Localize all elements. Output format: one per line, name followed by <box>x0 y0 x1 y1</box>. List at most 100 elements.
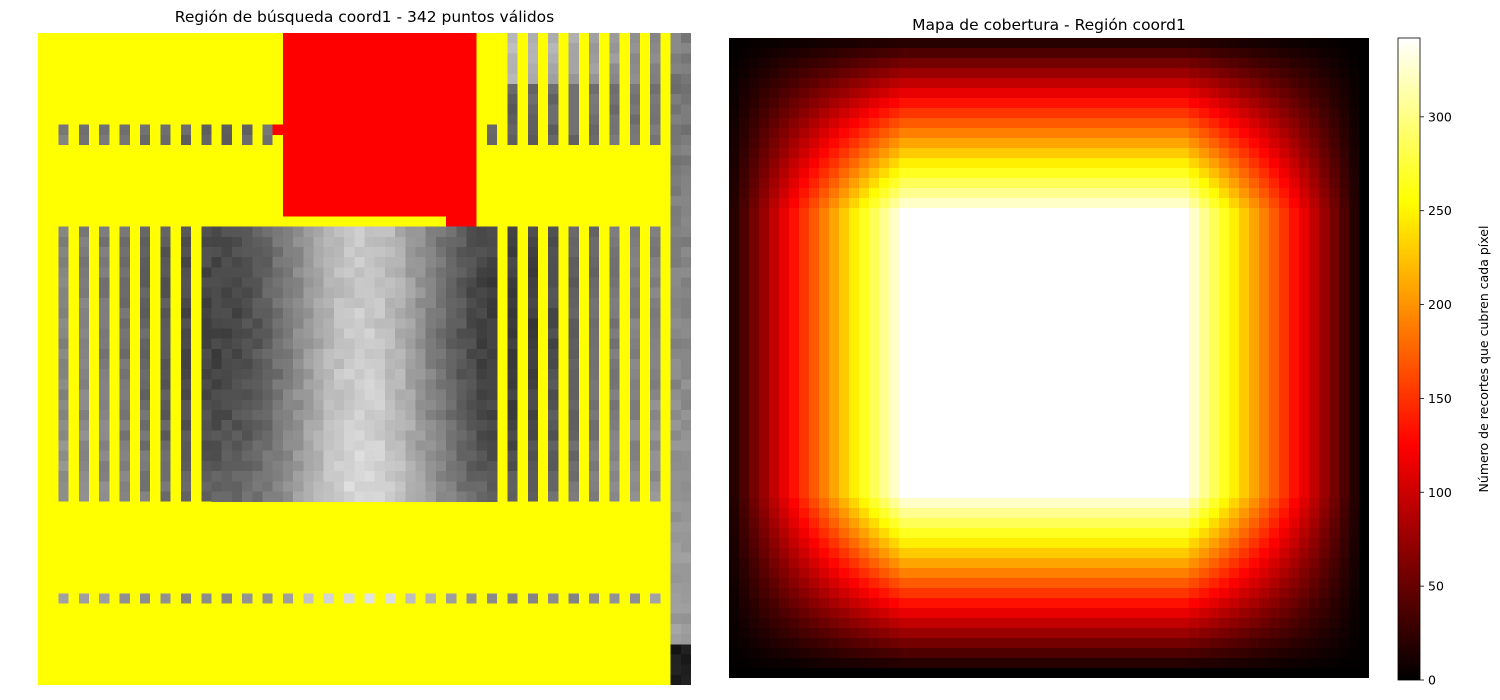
image-cell <box>282 308 294 319</box>
image-cell <box>119 236 131 248</box>
image-cell <box>507 481 518 492</box>
image-cell <box>211 450 222 462</box>
image-cell <box>262 348 273 360</box>
image-cell <box>282 348 294 360</box>
image-cell <box>78 124 90 136</box>
image-cell <box>568 409 579 421</box>
image-cell <box>548 43 559 54</box>
image-cell <box>201 399 212 411</box>
image-cell <box>262 338 273 350</box>
image-cell <box>221 257 233 268</box>
image-cell <box>629 593 641 604</box>
image-cell <box>507 430 518 441</box>
image-cell <box>201 246 212 258</box>
image-cell <box>119 246 131 258</box>
image-cell <box>405 267 416 278</box>
image-cell <box>262 246 273 258</box>
image-cell <box>282 430 294 441</box>
image-cell <box>313 369 324 380</box>
coverage-cell <box>979 48 990 59</box>
image-cell <box>486 399 498 411</box>
coverage-cell <box>839 48 850 59</box>
image-cell <box>323 420 335 431</box>
image-cell <box>588 308 600 319</box>
image-cell <box>395 226 406 237</box>
image-cell <box>384 297 396 309</box>
image-cell <box>425 460 437 472</box>
image-cell <box>58 318 69 329</box>
image-cell <box>680 399 691 411</box>
search-region-stripe <box>619 33 630 685</box>
image-cell <box>384 277 396 288</box>
image-cell <box>435 440 447 451</box>
image-cell <box>201 308 212 319</box>
image-cell <box>670 53 682 64</box>
image-cell <box>384 420 396 431</box>
image-cell <box>303 359 314 370</box>
image-cell <box>344 277 355 288</box>
image-cell <box>344 287 355 299</box>
image-cell <box>374 440 386 451</box>
image-cell <box>78 359 90 370</box>
image-cell <box>670 481 682 492</box>
image-cell <box>680 491 691 502</box>
image-cell <box>99 430 110 441</box>
image-cell <box>303 308 314 319</box>
image-cell <box>650 338 661 350</box>
image-cell <box>313 257 324 268</box>
image-cell <box>364 277 375 288</box>
image-cell <box>78 440 90 451</box>
image-cell <box>303 236 314 248</box>
coverage-cell <box>1249 38 1260 49</box>
image-cell <box>180 338 192 350</box>
image-cell <box>374 379 386 390</box>
image-cell <box>78 267 90 278</box>
image-cell <box>354 481 365 492</box>
image-cell <box>466 246 477 258</box>
image-cell <box>119 440 131 451</box>
image-cell <box>680 155 691 166</box>
image-cell <box>262 593 273 604</box>
image-cell <box>507 33 518 44</box>
image-cell <box>221 420 233 431</box>
image-cell <box>221 593 233 604</box>
image-cell <box>405 338 416 350</box>
image-cell <box>344 246 355 258</box>
image-cell <box>435 430 447 441</box>
image-cell <box>140 267 151 278</box>
image-cell <box>160 348 171 360</box>
image-cell <box>435 450 447 462</box>
image-cell <box>333 409 345 421</box>
image-cell <box>180 328 192 339</box>
image-cell <box>435 226 447 237</box>
search-region-stripe <box>578 33 589 685</box>
image-cell <box>609 83 620 95</box>
image-cell <box>282 491 294 502</box>
image-cell <box>323 491 335 502</box>
image-cell <box>374 399 386 411</box>
image-cell <box>364 399 375 411</box>
image-cell <box>231 267 243 278</box>
image-cell <box>242 328 253 339</box>
image-cell <box>680 124 691 136</box>
image-cell <box>415 257 426 268</box>
image-cell <box>476 236 488 248</box>
image-cell <box>527 308 539 319</box>
image-cell <box>456 420 467 431</box>
image-cell <box>119 297 131 309</box>
image-cell <box>415 226 426 237</box>
image-cell <box>609 450 620 462</box>
image-cell <box>384 257 396 268</box>
image-cell <box>272 257 284 268</box>
image-cell <box>211 338 222 350</box>
image-cell <box>262 308 273 319</box>
coverage-cell <box>969 48 980 59</box>
coverage-cell <box>1049 38 1060 49</box>
image-cell <box>303 277 314 288</box>
image-cell <box>119 430 131 441</box>
image-cell <box>119 124 131 136</box>
image-cell <box>262 287 273 299</box>
coverage-cell <box>1319 38 1330 49</box>
image-cell <box>231 287 243 299</box>
image-cell <box>435 318 447 329</box>
